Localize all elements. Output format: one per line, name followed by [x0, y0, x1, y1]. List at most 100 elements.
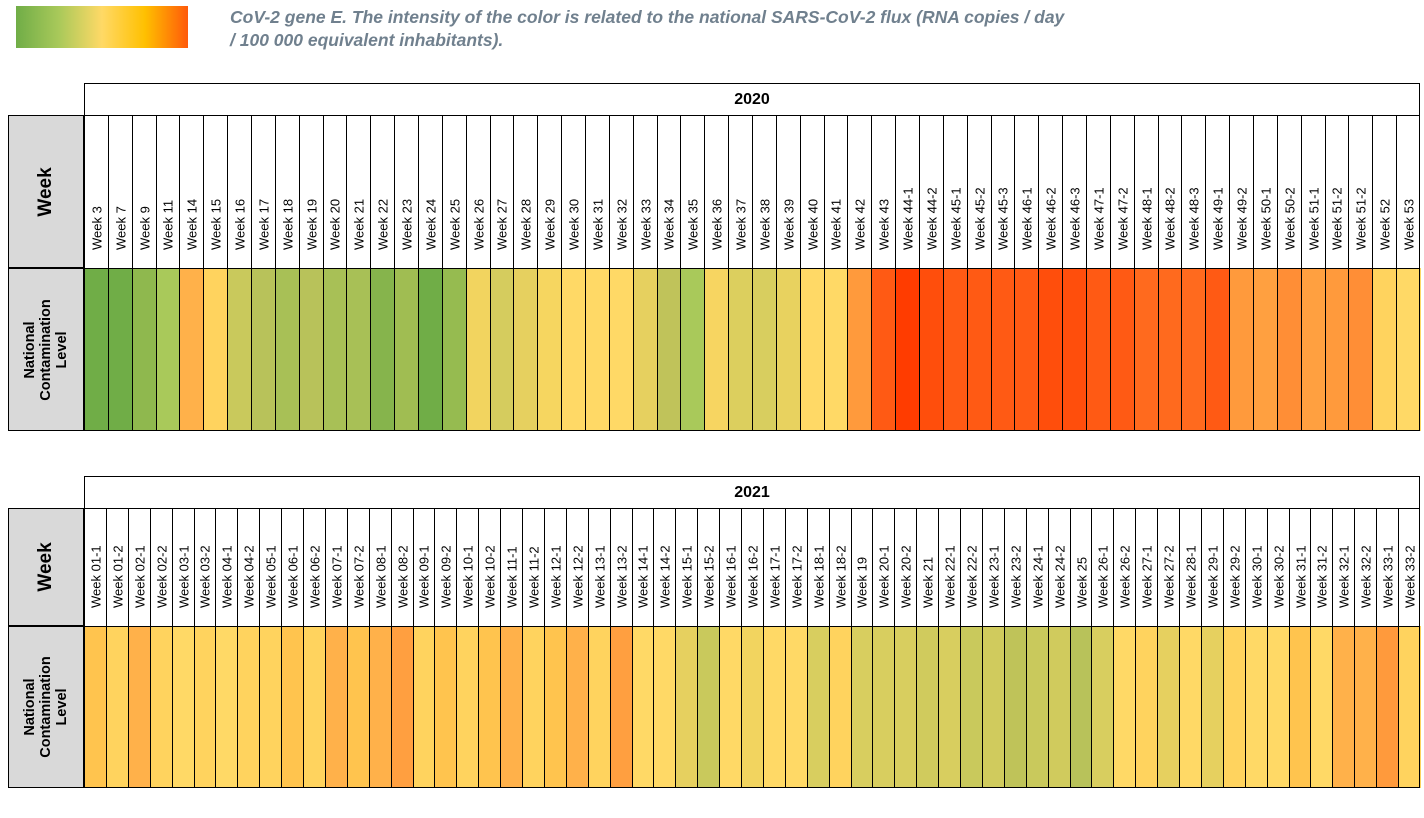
contamination-level-cell — [919, 268, 944, 431]
week-header-cell: Week 46-2 — [1038, 115, 1064, 268]
week-header-cell: Week 21 — [346, 115, 372, 268]
week-header-cell: Week 18-1 — [806, 508, 830, 626]
week-label: Week 16 — [232, 198, 248, 250]
week-header-cell: Week 29-1 — [1200, 508, 1224, 626]
week-header-cell: Week 03-2 — [193, 508, 217, 626]
contamination-level-cell — [274, 268, 300, 431]
contamination-level-cell — [346, 626, 370, 788]
week-header-cell: Week 30-1 — [1244, 508, 1268, 626]
week-label: Week 24-1 — [1030, 545, 1046, 608]
contamination-level-cell — [872, 626, 896, 788]
week-header-cell: Week 32 — [608, 115, 634, 268]
week-label: Week 08-1 — [373, 545, 389, 608]
contamination-level-cell — [1133, 268, 1159, 431]
week-label: Week 10-2 — [482, 545, 498, 608]
contamination-level-cell — [631, 626, 655, 788]
week-header-cell: Week 33-2 — [1398, 508, 1421, 626]
contamination-level-cell — [775, 268, 801, 431]
contamination-level-cell — [131, 268, 157, 431]
week-label: Week 22-1 — [942, 545, 958, 608]
week-label: Week 51-2 — [1329, 187, 1345, 250]
contamination-level-cell — [346, 268, 372, 431]
week-header-cell: Week 3 — [84, 115, 109, 268]
week-header-cell: Week 38 — [752, 115, 777, 268]
week-label: Week 49-2 — [1234, 187, 1250, 250]
week-label: Week 51-2 — [1353, 187, 1369, 250]
week-header-cell: Week 47-2 — [1109, 115, 1135, 268]
contamination-level-cell — [127, 626, 151, 788]
week-label: Week 17-2 — [789, 545, 805, 608]
contamination-level-cell — [1205, 268, 1231, 431]
week-label: Week 27-1 — [1139, 545, 1155, 608]
week-header-cell: Week 49-1 — [1205, 115, 1231, 268]
contamination-level-cell — [1109, 268, 1135, 431]
week-header-cell: Week 48-1 — [1133, 115, 1159, 268]
week-label: Week 29-1 — [1205, 545, 1221, 608]
week-label: Week 15 — [208, 198, 224, 250]
week-label: Week 04-1 — [219, 545, 235, 608]
contamination-level-cell — [537, 268, 563, 431]
week-header-cell: Week 13-1 — [587, 508, 611, 626]
week-label: Week 51-1 — [1306, 187, 1322, 250]
week-label: Week 43 — [876, 198, 892, 250]
contamination-row-label-text: National Contamination Level — [22, 298, 70, 401]
week-header-cell: Week 20 — [322, 115, 348, 268]
contamination-level-cell — [871, 268, 897, 431]
contamination-level-cell — [1398, 626, 1421, 788]
week-header-cell: Week 31-2 — [1310, 508, 1334, 626]
week-label: Week 36 — [709, 198, 725, 250]
week-header-cell: Week 02-2 — [149, 508, 173, 626]
contamination-level-cell — [719, 626, 743, 788]
week-label: Week 30-1 — [1249, 545, 1265, 608]
week-label: Week 35 — [685, 198, 701, 250]
contamination-level-cell — [806, 626, 830, 788]
week-label: Week 3 — [89, 206, 105, 250]
week-header-cell: Week 16-1 — [719, 508, 743, 626]
week-label: Week 27 — [494, 198, 510, 250]
week-label: Week 20-2 — [898, 545, 914, 608]
week-header-cell: Week 01-1 — [84, 508, 107, 626]
week-label: Week 33 — [638, 198, 654, 250]
week-header-cell: Week 24-1 — [1025, 508, 1049, 626]
contamination-level-cell — [390, 626, 414, 788]
week-label: Week 23-1 — [986, 545, 1002, 608]
contamination-level-cell — [784, 626, 808, 788]
contamination-level-cell — [916, 626, 940, 788]
year-header: 2021 — [84, 476, 1420, 508]
contamination-level-cell — [1310, 626, 1334, 788]
week-row-label: Week — [8, 508, 84, 626]
contamination-level-cell — [324, 626, 348, 788]
week-label: Week 31-2 — [1314, 545, 1330, 608]
week-header-cell: Week 51-2 — [1348, 115, 1374, 268]
week-header-cell: Week 32-1 — [1332, 508, 1356, 626]
week-label: Week 25 — [1074, 556, 1089, 608]
week-header-cell: Week 16 — [227, 115, 252, 268]
week-header-cell: Week 11-2 — [522, 508, 545, 626]
week-label: Week 17 — [256, 198, 272, 250]
contamination-level-cell — [303, 626, 326, 788]
week-header-cell: Week 04-2 — [237, 508, 261, 626]
week-header-cell: Week 52 — [1372, 115, 1398, 268]
contamination-level-cell — [489, 268, 515, 431]
week-header-cell: Week 20-2 — [894, 508, 918, 626]
year-header: 2020 — [84, 83, 1420, 115]
week-label: Week 52 — [1377, 198, 1393, 250]
contamination-level-cell — [894, 626, 918, 788]
week-header-cell: Week 12-1 — [543, 508, 567, 626]
week-label: Week 21 — [351, 198, 367, 250]
contamination-level-cell — [500, 626, 524, 788]
week-label: Week 01-2 — [110, 545, 126, 608]
contamination-level-cell — [513, 268, 539, 431]
week-header-cell: Week 28 — [513, 115, 539, 268]
week-header-cell: Week 31 — [585, 115, 610, 268]
week-header-cell: Week 29-2 — [1222, 508, 1246, 626]
week-label: Week 11-1 — [504, 546, 520, 608]
contamination-level-cell — [1229, 268, 1254, 431]
week-label: Week 09-1 — [416, 545, 432, 608]
week-label: Week 18 — [280, 198, 296, 250]
week-header-cell: Week 24 — [418, 115, 443, 268]
week-header-cell: Week 01-2 — [105, 508, 129, 626]
week-label: Week 28-1 — [1183, 545, 1199, 608]
week-label: Week 20-1 — [876, 545, 892, 608]
contamination-row-label: National Contamination Level — [8, 268, 84, 431]
